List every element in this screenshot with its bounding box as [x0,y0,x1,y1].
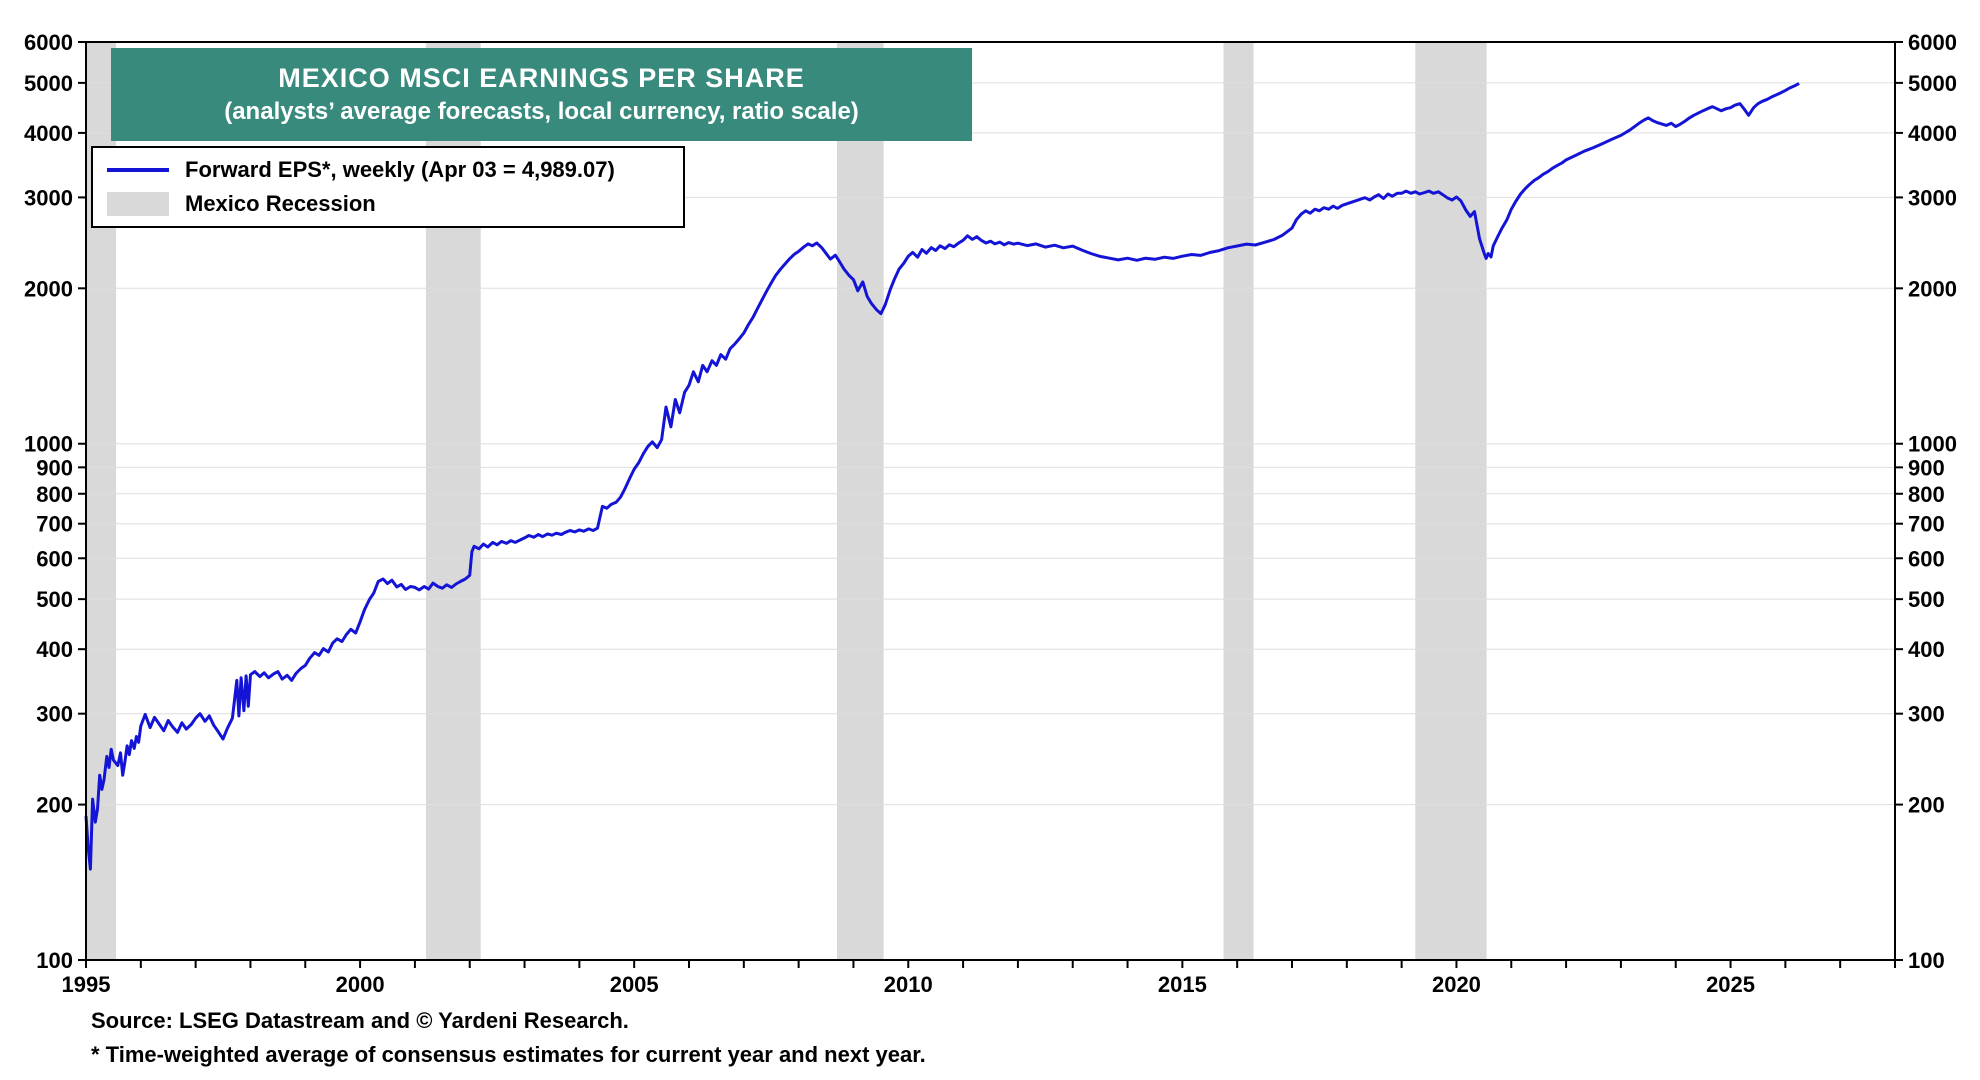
y-axis-label-left: 2000 [24,276,73,301]
legend-row-recession: Mexico Recession [107,190,669,218]
y-axis-label-right: 400 [1908,637,1945,662]
x-axis-label: 2010 [884,972,933,997]
x-axis-label: 2015 [1158,972,1207,997]
y-axis-label-left: 1000 [24,432,73,457]
x-axis-label: 1995 [62,972,111,997]
x-axis-label: 2020 [1432,972,1481,997]
eps-line [84,82,1800,871]
source-note: Source: LSEG Datastream and © Yardeni Re… [91,1008,629,1033]
y-axis-label-right: 700 [1908,512,1945,537]
plot-border [85,41,1896,961]
y-axis-label-left: 4000 [24,121,73,146]
legend-line-swatch [107,168,169,172]
legend-recession-swatch [107,192,169,216]
recession-band [1223,42,1254,960]
recession-band [1415,42,1487,960]
legend-label-eps: Forward EPS*, weekly (Apr 03 = 4,989.07) [185,157,615,182]
chart-title-box: MEXICO MSCI EARNINGS PER SHARE (analysts… [111,48,972,141]
x-axis-label: 2005 [610,972,659,997]
y-axis-label-left: 400 [36,637,73,662]
y-axis-label-left: 5000 [24,71,73,96]
y-axis-label-right: 300 [1908,702,1945,727]
chart-title: MEXICO MSCI EARNINGS PER SHARE [278,63,805,93]
y-axis-label-right: 4000 [1908,121,1957,146]
x-axis-label: 2000 [336,972,385,997]
legend-label-recession: Mexico Recession [185,191,376,216]
y-axis-label-right: 600 [1908,546,1945,571]
y-axis-label-left: 200 [36,793,73,818]
y-axis-label-right: 100 [1908,948,1945,973]
y-axis-label-right: 200 [1908,793,1945,818]
y-axis-label-left: 800 [36,482,73,507]
x-axis-label: 2025 [1706,972,1755,997]
y-axis-label-right: 500 [1908,587,1945,612]
y-axis-label-right: 6000 [1908,30,1957,55]
chart-subtitle: (analysts’ average forecasts, local curr… [224,98,859,125]
y-axis-label-left: 3000 [24,185,73,210]
y-axis-label-right: 1000 [1908,432,1957,457]
y-axis-label-left: 100 [36,948,73,973]
chart-legend: Forward EPS*, weekly (Apr 03 = 4,989.07)… [91,146,685,228]
y-axis-label-left: 300 [36,702,73,727]
y-axis-label-right: 800 [1908,482,1945,507]
y-axis-label-left: 900 [36,455,73,480]
y-axis-label-right: 2000 [1908,276,1957,301]
y-axis-label-right: 3000 [1908,185,1957,210]
y-axis-label-left: 6000 [24,30,73,55]
footnote: * Time-weighted average of consensus est… [91,1042,926,1067]
recession-band [837,42,884,960]
y-axis-label-left: 600 [36,546,73,571]
y-axis-label-right: 900 [1908,455,1945,480]
legend-row-eps: Forward EPS*, weekly (Apr 03 = 4,989.07) [107,156,669,184]
y-axis-label-left: 500 [36,587,73,612]
y-axis-label-left: 700 [36,512,73,537]
y-axis-label-right: 5000 [1908,71,1957,96]
